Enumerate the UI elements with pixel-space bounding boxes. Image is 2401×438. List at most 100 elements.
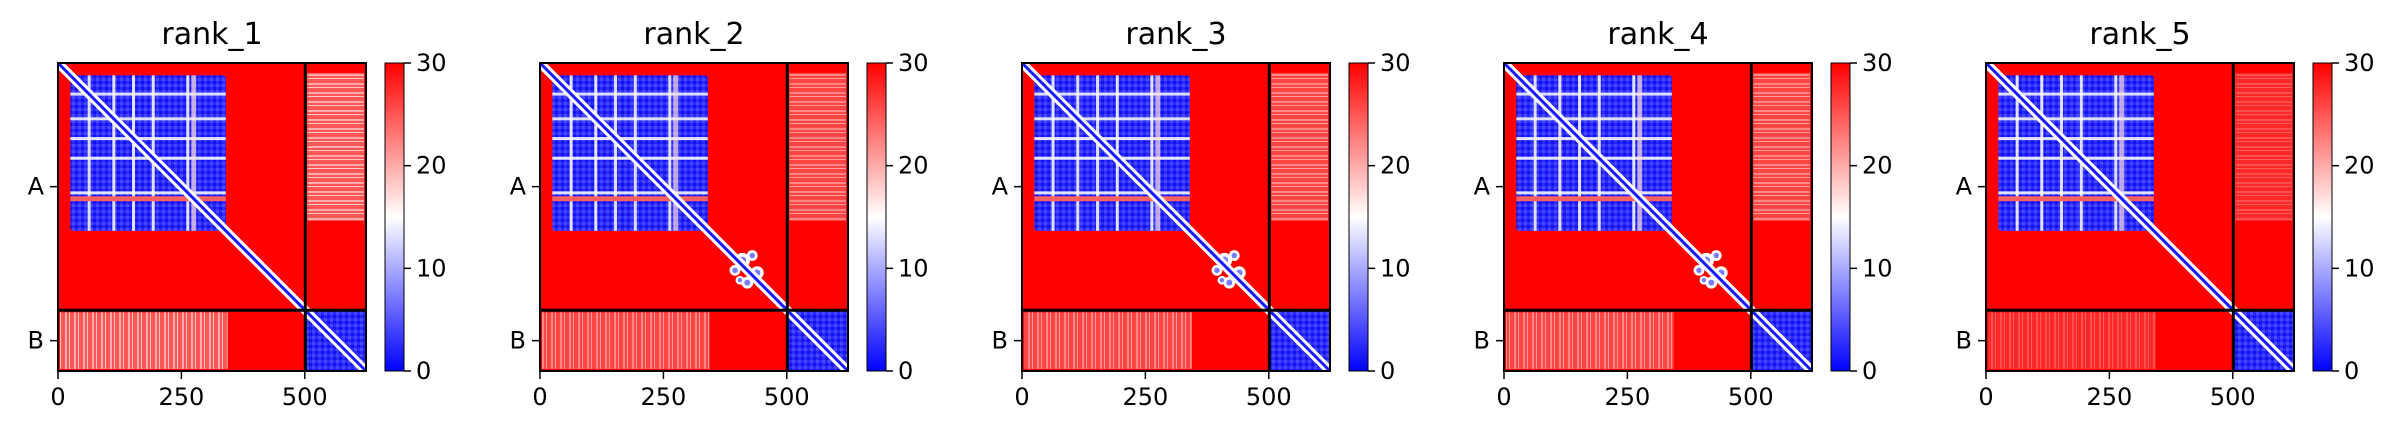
block-gap-h [1034,196,1190,202]
offdiag-stripes-upper [1271,72,1328,221]
offdiag-stripes-upper [2235,72,2292,221]
colorbar-tick-label: 10 [898,254,929,282]
block-seam-v [1150,75,1154,231]
offdiag-stripes-lower [1988,312,2156,369]
x-tick-label: 250 [2086,383,2132,411]
x-tick-label: 500 [282,383,328,411]
block-gap-v [1637,75,1643,231]
block-seam-h [1998,117,2154,121]
diagonal-cluster-core [1696,267,1702,274]
block-gap-v [673,75,679,231]
block-seam-v [1051,75,1055,231]
colorbar-tick-label: 20 [416,152,447,180]
colorbar-tick-label: 30 [1380,49,1411,77]
block-seam-h [1516,92,1672,96]
diagonal-cluster-core [749,252,755,259]
colorbar-tick-label: 30 [898,49,929,77]
colorbar-tick-label: 20 [1380,152,1411,180]
x-tick-label: 0 [532,383,547,411]
colorbar-tick-label: 10 [1862,254,1893,282]
diagonal-cluster-core [1701,278,1707,283]
diagonal-line [1502,61,1814,373]
block-seam-v [1558,75,1562,231]
panel-title: rank_5 [2089,17,2190,52]
block-seam-h [70,137,226,141]
x-tick-label: 500 [1246,383,1292,411]
y-tick-label: A [1956,173,1973,201]
y-tick-label: A [510,173,527,201]
colorbar-tick-label: 10 [1380,254,1411,282]
diagonal-cluster-core [737,278,743,283]
colorbar [866,62,887,372]
x-tick-label: 250 [640,383,686,411]
block-seam-v [668,75,672,231]
x-tick-label: 0 [50,383,65,411]
block-seam-h [552,191,708,195]
diagonal-line [1020,61,1332,373]
block-seam-v [186,75,190,231]
block-gap-h [70,196,226,202]
block-seam-h [1516,137,1672,141]
block-gap-h [1516,196,1672,202]
colorbar-tick-label: 10 [2344,254,2375,282]
block-seam-h [1516,117,1672,121]
y-tick-label: B [992,327,1008,355]
y-tick-label: B [1956,327,1972,355]
diagonal-cluster-core [1713,252,1719,259]
block-seam-v [1632,75,1636,231]
diagonal-cluster-core [744,279,751,286]
diagonal-cluster-core [1214,267,1220,274]
offdiag-stripes-lower [1506,312,1674,369]
colorbar-tick-label: 10 [416,254,447,282]
offdiag-stripes-upper [1753,72,1810,221]
block-gap-v [191,75,197,231]
block-seam-h [70,191,226,195]
block-seam-v [2040,75,2044,231]
block-seam-v [1533,75,1537,231]
block-seam-h [1034,137,1190,141]
colorbar-tick-label: 20 [2344,152,2375,180]
block-seam-h [552,92,708,96]
diagonal-line [538,61,850,373]
block-seam-v [1076,75,1080,231]
block-gap-v [2119,75,2125,231]
diagonal-line [1984,61,2296,373]
colorbar-tick-label: 30 [416,49,447,77]
colorbar [384,62,405,372]
block-gap-h [552,196,708,202]
block-seam-h [1998,137,2154,141]
x-tick-label: 250 [1122,383,1168,411]
y-tick-label: B [510,327,526,355]
diagonal-cluster-core [1708,279,1715,286]
plot-frame [1985,62,2295,372]
block-seam-v [614,75,618,231]
block-seam-h [1998,191,2154,195]
colorbar [1348,62,1369,372]
block-seam-h [552,117,708,121]
block-seam-h [70,117,226,121]
block-gap-v [1155,75,1161,231]
block-seam-v [2114,75,2118,231]
panel-title: rank_3 [1125,17,1226,52]
block-seam-v [569,75,573,231]
plot-frame [57,62,367,372]
colorbar-tick-label: 20 [1862,152,1893,180]
block-gap-h [1998,196,2154,202]
colorbar-tick-label: 30 [1862,49,1893,77]
offdiag-stripes-lower [60,312,228,369]
y-tick-label: A [992,173,1009,201]
x-tick-label: 0 [1978,383,1993,411]
x-tick-label: 0 [1014,383,1029,411]
offdiag-stripes-upper [789,72,846,221]
x-tick-label: 500 [2210,383,2256,411]
y-tick-label: B [1474,327,1490,355]
diagonal-cluster-core [732,267,738,274]
y-tick-label: A [28,173,45,201]
block-seam-h [1034,117,1190,121]
x-tick-label: 500 [1728,383,1774,411]
